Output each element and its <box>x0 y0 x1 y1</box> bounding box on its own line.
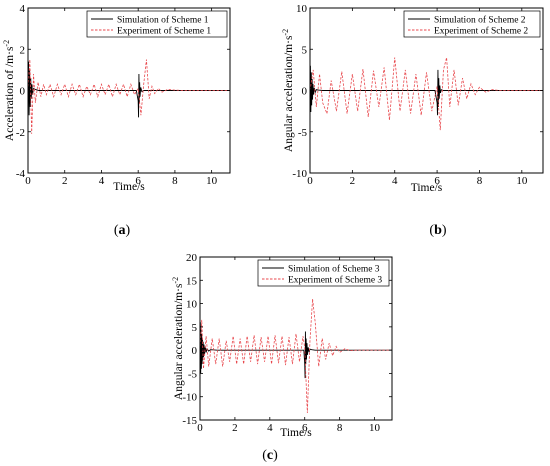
x-tick-label: 10 <box>516 175 528 187</box>
x-tick-label: 8 <box>172 175 178 187</box>
y-axis-label-exponent: -2 <box>171 277 180 284</box>
series-line-experiment <box>200 298 392 414</box>
y-tick-label: -15 <box>182 415 197 427</box>
panel-label: (c) <box>262 448 278 463</box>
y-axis-label: Angular acceleration/m·s-2 <box>171 277 186 400</box>
x-tick-label: 6 <box>434 175 440 187</box>
x-tick-label: 2 <box>232 422 238 434</box>
series-line-experiment <box>310 57 543 131</box>
x-tick-label: 4 <box>392 175 398 187</box>
y-tick-label: -4 <box>16 168 26 180</box>
chart-panel-1: 0 2 4 6 8 10 -4 -2 0 2 4 Time/s Acceleration of /m·s… <box>2 3 231 238</box>
y-tick-label: 20 <box>186 252 198 264</box>
x-axis-label: Time/s <box>113 181 145 193</box>
legend-box <box>403 10 541 38</box>
y-tick-label: 5 <box>192 322 198 334</box>
plot-frame <box>199 256 393 421</box>
legend-label: Simulation of Scheme 1 <box>117 15 209 26</box>
x-axis-label: Time/s <box>280 427 312 439</box>
x-axis-label: Time/s <box>411 182 443 194</box>
y-axis-label-exponent: -2 <box>2 40 11 47</box>
x-tick-label: 6 <box>135 175 141 187</box>
y-axis-label-exponent: -2 <box>281 29 290 36</box>
x-tick-label: 0 <box>25 175 31 187</box>
y-tick-label: 10 <box>186 299 198 311</box>
y-tick-label: 5 <box>302 44 308 56</box>
x-tick-label: 0 <box>197 422 203 434</box>
legend-label: Simulation of Scheme 3 <box>288 264 380 275</box>
y-tick-label: 2 <box>20 44 26 56</box>
y-tick-label: 0 <box>192 345 198 357</box>
series-line-experiment <box>28 59 230 134</box>
x-tick-label: 0 <box>307 175 313 187</box>
legend-label: Experiment of Scheme 2 <box>434 26 528 37</box>
x-tick-label: 2 <box>350 175 356 187</box>
legend-box <box>257 259 390 287</box>
x-tick-label: 8 <box>477 175 483 187</box>
y-tick-label: 15 <box>186 275 198 287</box>
chart-panel-2: 0 2 4 6 8 10 -10 -5 0 5 10 Time/s Angular accelerati… <box>281 3 544 238</box>
y-tick-label: -2 <box>16 127 25 139</box>
y-tick-label: -10 <box>292 168 307 180</box>
y-axis-label: Angular acceleration/m·s-2 <box>281 29 296 152</box>
y-tick-label: 10 <box>296 3 308 15</box>
x-tick-label: 4 <box>99 175 105 187</box>
legend-label: Experiment of Scheme 1 <box>117 26 211 37</box>
y-tick-label: -5 <box>188 368 198 380</box>
panel-label: (a) <box>114 223 131 238</box>
x-tick-label: 4 <box>267 422 273 434</box>
chart-panel-3: 0 2 4 6 8 10 -15 -10 -5 0 5 10 15 20 Time/s Angular acc… <box>171 252 393 463</box>
y-tick-label: 0 <box>20 86 26 98</box>
y-tick-label: 4 <box>20 3 26 15</box>
x-tick-label: 8 <box>337 422 343 434</box>
y-tick-label: 0 <box>302 86 308 98</box>
legend-label: Experiment of Scheme 3 <box>288 275 382 286</box>
x-tick-label: 10 <box>369 422 381 434</box>
legend-box <box>86 10 228 38</box>
x-tick-label: 2 <box>62 175 68 187</box>
y-tick-label: -5 <box>298 127 308 139</box>
panel-label: (b) <box>429 223 446 238</box>
series-line-simulation <box>310 65 543 116</box>
y-tick-label: -10 <box>182 392 197 404</box>
series-line-simulation <box>28 61 230 118</box>
x-tick-label: 10 <box>206 175 218 187</box>
y-axis-label: Acceleration of /m·s-2 <box>2 40 17 141</box>
x-tick-label: 6 <box>302 422 308 434</box>
legend-label: Simulation of Scheme 2 <box>434 15 526 26</box>
